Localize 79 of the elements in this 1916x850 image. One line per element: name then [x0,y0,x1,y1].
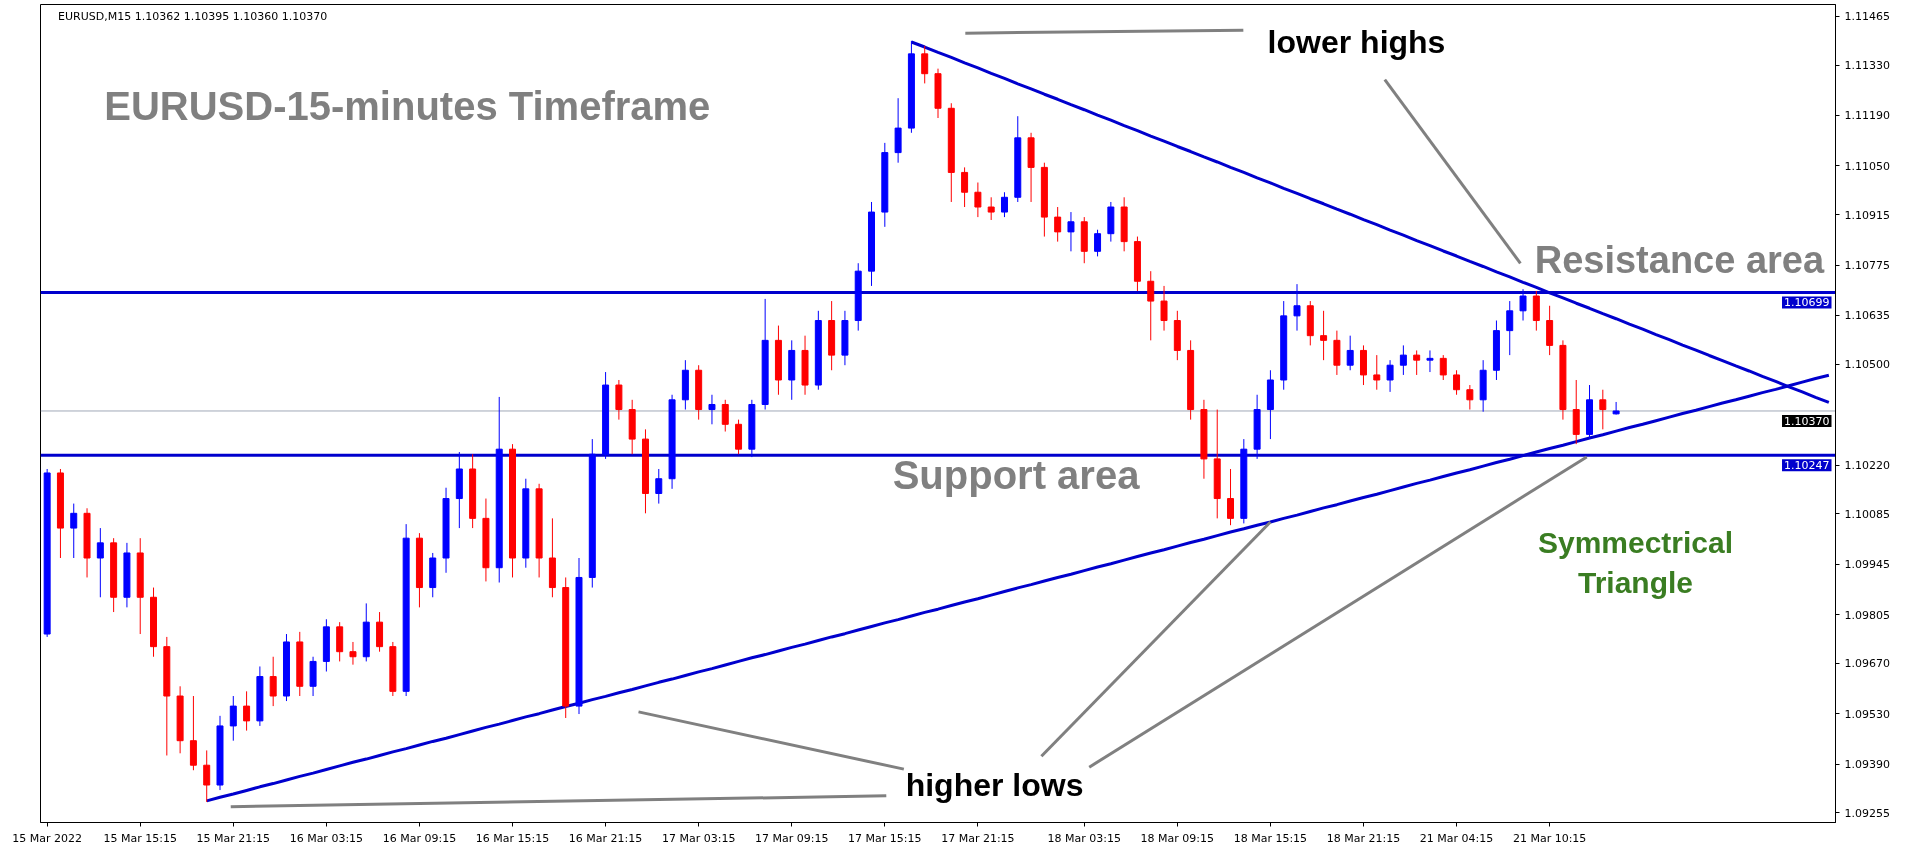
y-tick-label: 1.10085 [1844,507,1890,521]
y-tick-label: 1.09390 [1844,758,1890,772]
x-tick-label: 17 Mar 21:15 [941,831,1015,845]
x-tick-label: 15 Mar 2022 [12,831,83,845]
candlestick [1147,270,1155,341]
annotation: lower highs [1267,24,1446,61]
x-tick-label: 18 Mar 03:15 [1047,831,1121,845]
x-tick-label: 17 Mar 09:15 [755,831,829,845]
candlestick [70,503,78,559]
y-tick-label: 1.11330 [1844,59,1890,73]
candlestick [1453,369,1461,396]
x-tick-label: 16 Mar 09:15 [382,831,457,845]
x-tick-label: 15 Mar 21:15 [196,831,271,845]
candlestick [974,182,982,218]
candlestick [1386,359,1394,393]
candlestick [269,656,277,707]
x-tick-label: 16 Mar 15:15 [475,831,550,845]
candlestick [655,468,663,505]
candlestick [1346,335,1354,371]
annotation: higher lows [905,766,1084,803]
annotation: Support area [892,452,1141,497]
candlestick [1599,389,1607,430]
candlestick [721,399,729,433]
candlestick [1293,283,1301,332]
ref-line-label: 1.10699 [1784,296,1830,310]
x-tick-label: 21 Mar 04:15 [1419,831,1494,845]
x-tick-label: 15 Mar 15:15 [103,831,177,845]
y-tick-label: 1.10915 [1844,208,1890,222]
y-tick-label: 1.09670 [1844,657,1890,671]
annotation: Symmectrical Triangle [1537,526,1734,599]
x-tick-label: 16 Mar 03:15 [289,831,364,845]
candlestick [1054,206,1062,243]
y-tick-label: 1.09945 [1844,558,1890,572]
candlestick [1094,229,1102,257]
candlestick [987,196,995,221]
candlestick [1160,285,1168,332]
candlestick [1413,349,1421,376]
y-tick-label: 1.10775 [1844,259,1890,273]
y-tick-label: 1.10635 [1844,309,1890,323]
x-tick-label: 17 Mar 03:15 [661,831,736,845]
x-tick-label: 21 Mar 10:15 [1512,831,1587,845]
candlestick [1399,344,1407,376]
candlestick [1320,310,1328,361]
candlestick [961,166,969,208]
ref-line-label: 1.10370 [1784,414,1830,428]
y-tick-label: 1.10500 [1844,358,1890,372]
y-tick-label: 1.09255 [1844,806,1890,820]
candlestick [1373,354,1381,391]
candlestick [203,749,211,803]
y-tick-label: 1.11050 [1844,159,1890,173]
x-tick-label: 17 Mar 15:15 [848,831,922,845]
y-tick-label: 1.10220 [1844,459,1890,473]
candlestick [96,527,104,598]
y-tick-label: 1.09530 [1844,707,1890,721]
y-tick-label: 1.11190 [1844,109,1890,123]
y-tick-label: 1.09805 [1844,608,1890,622]
x-tick-label: 16 Mar 21:15 [568,831,643,845]
candlestick [229,695,237,742]
candlestick [1426,349,1434,373]
candlestick [1519,288,1527,322]
text: EURUSD,M15 1.10362 1.10395 1.10360 1.10370 [58,9,328,23]
text: EURUSD-15-minutes Timeframe [104,84,711,129]
candlestick [349,641,357,666]
candlestick [1612,401,1620,416]
x-tick-label: 18 Mar 09:15 [1140,831,1215,845]
candlestick [708,394,716,425]
x-tick-label: 18 Mar 21:15 [1326,831,1401,845]
candlestick [921,45,929,84]
ref-line-label: 1.10247 [1784,459,1830,473]
candlestick [1067,211,1075,252]
annotation: Resistance area [1534,239,1825,282]
candlestick [1000,191,1008,218]
y-tick-label: 1.11465 [1844,10,1890,24]
candlestick [1466,384,1474,411]
candlestick [1439,354,1447,381]
candlestick [1506,300,1514,356]
candlestick [243,690,251,732]
candlestick [1227,468,1235,526]
x-tick-label: 18 Mar 15:15 [1233,831,1308,845]
